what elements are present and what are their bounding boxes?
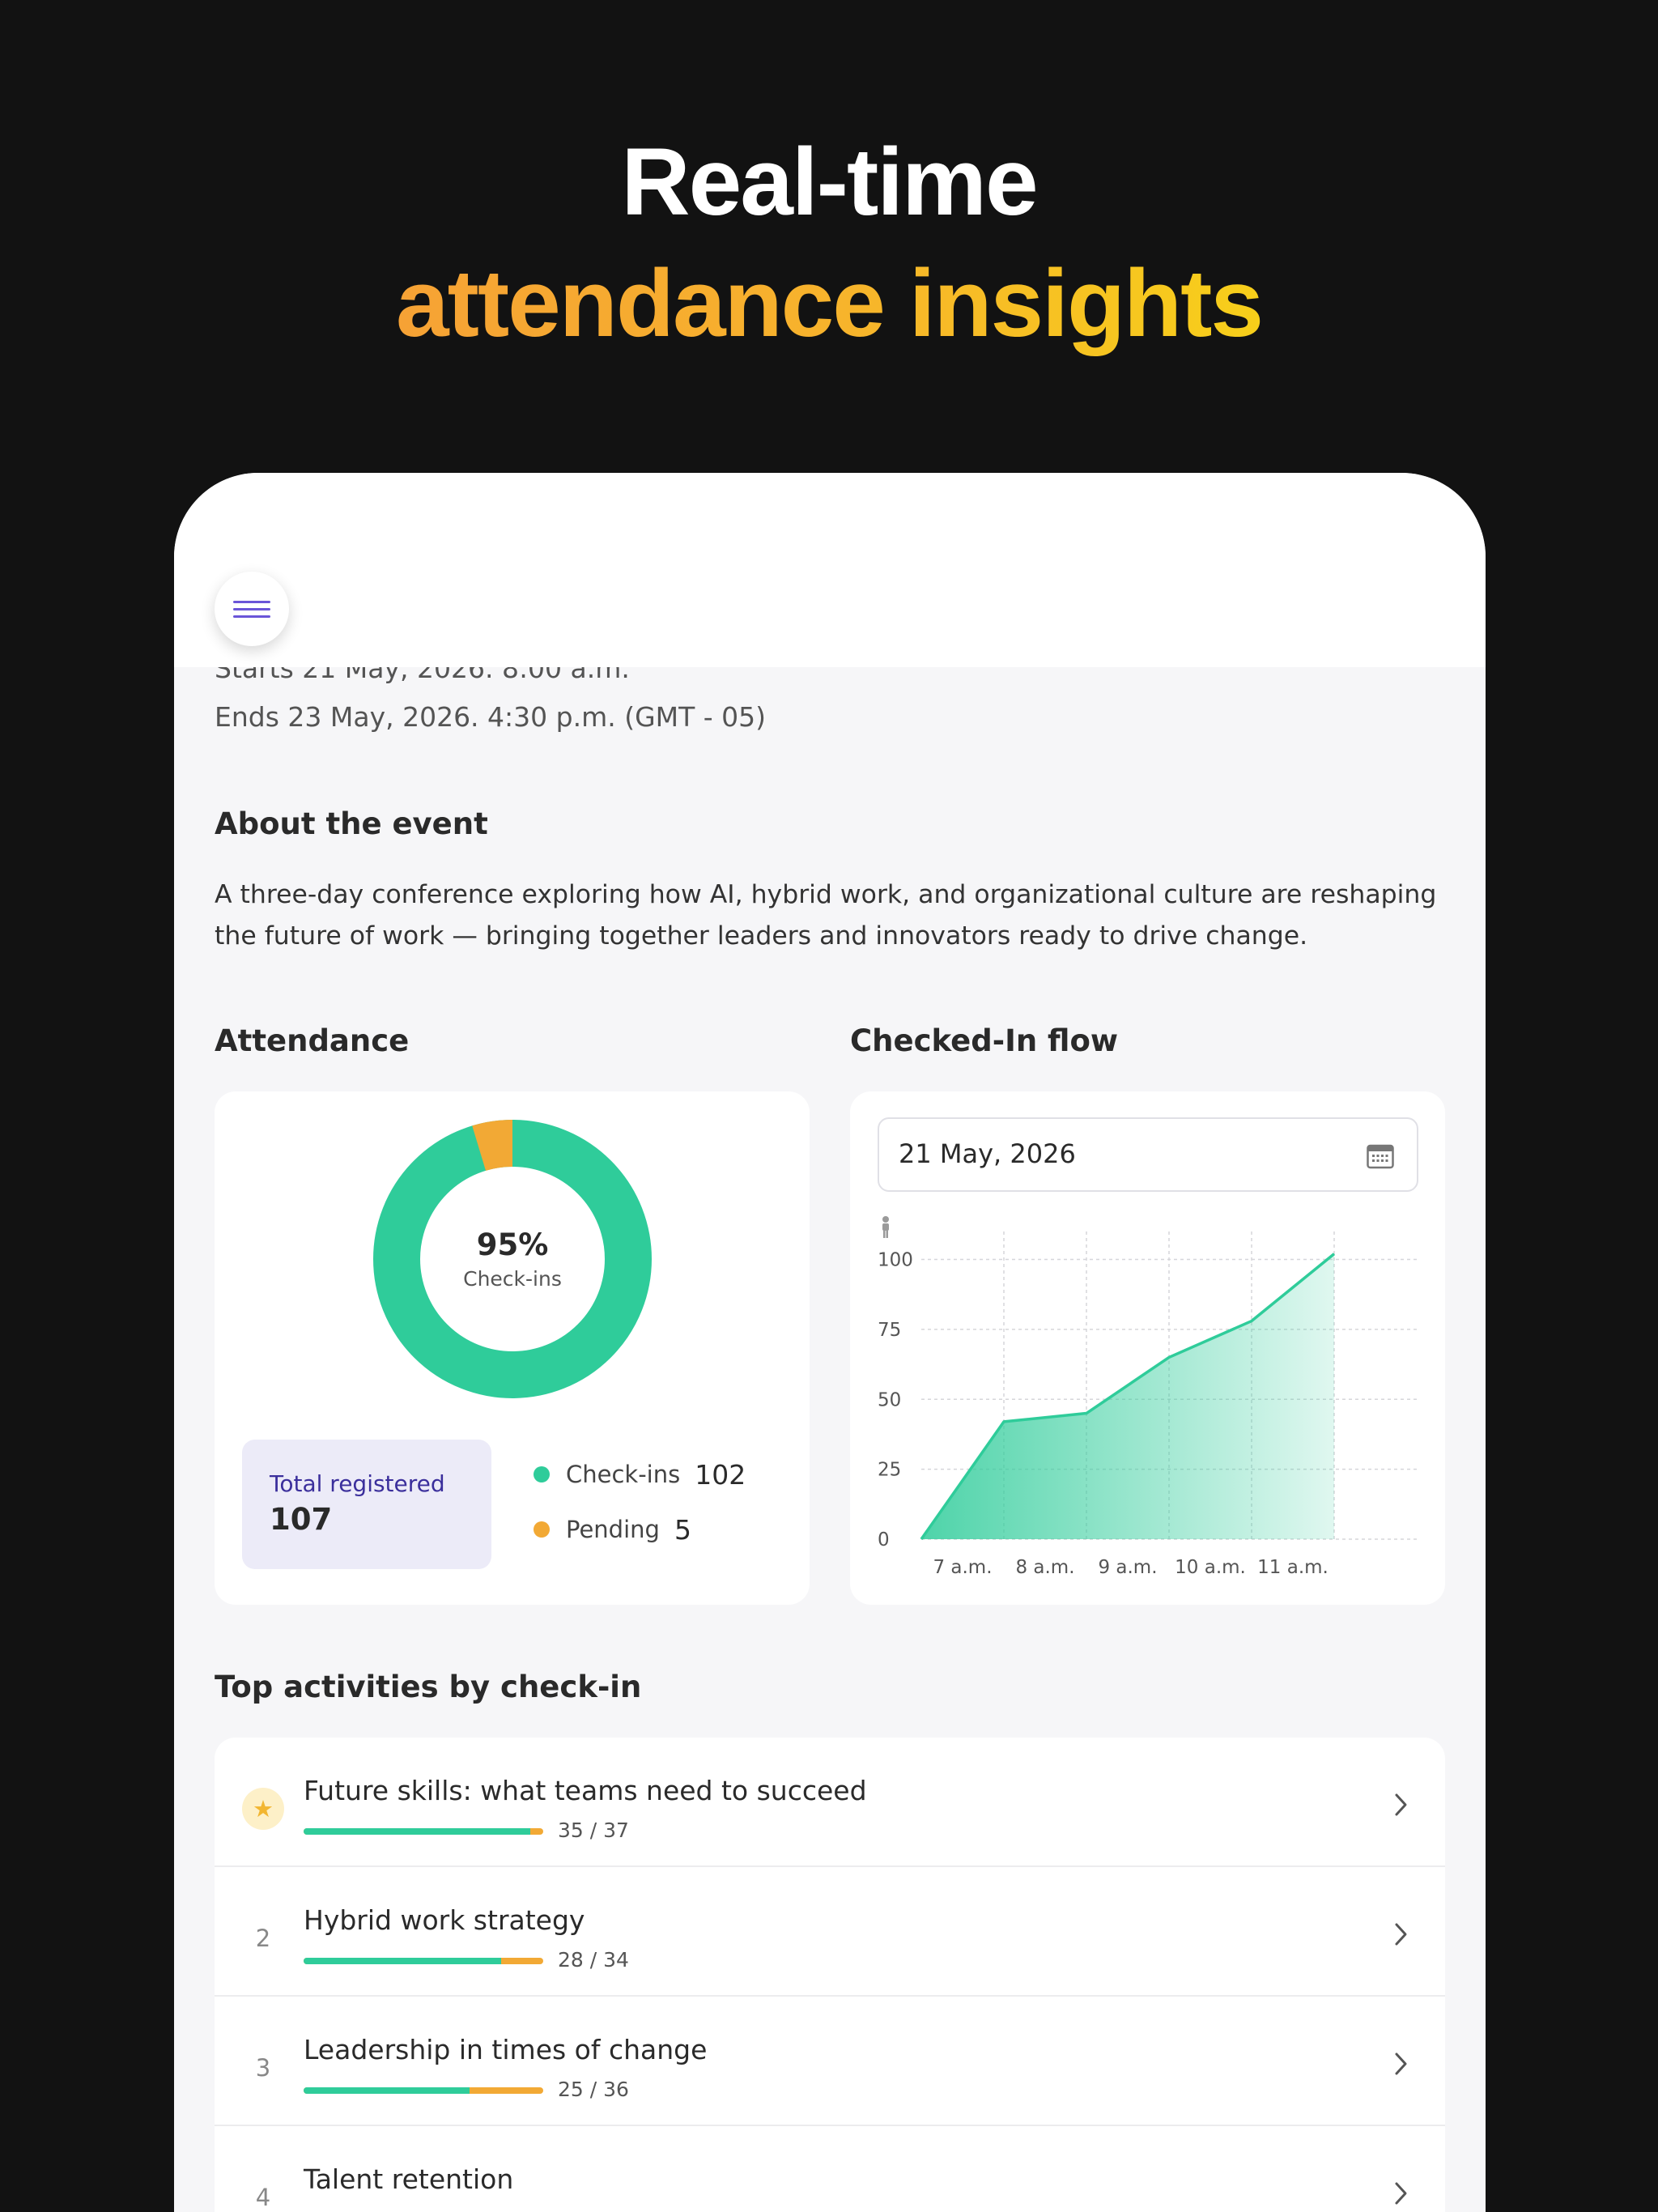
activity-row[interactable]: 2 Hybrid work strategy 28 / 34 (215, 1867, 1445, 1997)
menu-button[interactable] (215, 572, 289, 646)
activities-list: ★ Future skills: what teams need to succ… (215, 1738, 1445, 2212)
activity-progress-bar (304, 1828, 543, 1835)
chevron-right-icon[interactable] (1388, 1921, 1413, 1948)
hamburger-icon (233, 596, 270, 623)
activity-name: Leadership in times of change (304, 2034, 708, 2065)
activity-progress-bar (304, 2087, 543, 2094)
donut-pending-segment (373, 1120, 652, 1398)
top-activities-title: Top activities by check-in (215, 1670, 642, 1704)
event-end-date: Ends 23 May, 2026. 4:30 p.m. (GMT - 05) (215, 701, 767, 733)
device-screen: Starts 21 May, 2026. 8:00 a.m. Ends 23 M… (174, 473, 1486, 2212)
activity-row[interactable]: 3 Leadership in times of change 25 / 36 (215, 1997, 1445, 2126)
activity-count: 35 / 37 (558, 1819, 629, 1842)
x-tick-label: 9 a.m. (1098, 1557, 1157, 1577)
activity-row[interactable]: ★ Future skills: what teams need to succ… (215, 1738, 1445, 1867)
checked-in-flow-chart: 0 25 50 75 100 7 a.m. 8 a.m. 9 a.m. 10 a.m. 11 a.… (878, 1216, 1417, 1577)
chevron-right-icon[interactable] (1388, 2180, 1413, 2207)
activity-rank: 3 (255, 2054, 271, 2082)
checkins-dot-icon (534, 1466, 550, 1482)
x-tick-label: 11 a.m. (1257, 1557, 1329, 1577)
star-icon: ★ (242, 1788, 284, 1830)
attendance-title: Attendance (215, 1023, 410, 1058)
person-icon (882, 1216, 889, 1238)
y-tick-label: 25 (878, 1460, 901, 1481)
hero-line-2: attendance insights (396, 243, 1264, 364)
hero-line-1: Real-time (621, 129, 1038, 236)
total-registered-value: 107 (270, 1502, 333, 1537)
date-picker-field[interactable]: 21 May, 2026 (878, 1117, 1418, 1192)
activity-count: 28 / 34 (558, 1948, 629, 1972)
donut-checkins-segment (373, 1120, 652, 1398)
checked-in-flow-title: Checked-In flow (850, 1023, 1119, 1058)
chevron-right-icon[interactable] (1388, 1791, 1413, 1819)
checkin-percent: 95% (476, 1227, 549, 1262)
activity-progress-bar (304, 1958, 543, 1964)
legend-pending: Pending 5 (534, 1502, 746, 1557)
legend-pending-label: Pending (566, 1516, 660, 1543)
y-tick-label: 50 (878, 1389, 901, 1410)
pending-dot-icon (534, 1521, 550, 1538)
x-tick-label: 7 a.m. (933, 1557, 992, 1577)
chevron-right-icon[interactable] (1388, 2050, 1413, 2078)
legend-pending-value: 5 (674, 1513, 691, 1546)
about-title: About the event (215, 806, 488, 841)
hero-title: Real-time attendance insights (0, 121, 1658, 364)
checkin-percent-label: Check-ins (463, 1267, 562, 1291)
attendance-legend: Check-ins 102 Pending 5 (534, 1447, 746, 1557)
attendance-donut-chart (373, 1120, 652, 1398)
app-header (174, 473, 1486, 667)
activity-row[interactable]: 4 Talent retention (215, 2126, 1445, 2212)
x-tick-label: 10 a.m. (1175, 1557, 1246, 1577)
legend-checkins-value: 102 (695, 1458, 746, 1491)
checked-in-flow-card: 21 May, 2026 (850, 1091, 1445, 1605)
activity-rank: 4 (255, 2184, 271, 2211)
activity-progress-fill (304, 2087, 470, 2094)
total-registered-box: Total registered 107 (242, 1440, 491, 1569)
x-tick-label: 8 a.m. (1015, 1557, 1074, 1577)
total-registered-label: Total registered (270, 1470, 445, 1497)
y-tick-label: 0 (878, 1529, 890, 1551)
activity-progress-fill (304, 1958, 501, 1964)
about-description: A three-day conference exploring how AI,… (215, 880, 1437, 951)
attendance-card: 95% Check-ins Total registered 107 Check… (215, 1091, 810, 1605)
activity-count: 25 / 36 (558, 2078, 629, 2101)
series-line (920, 1253, 1336, 1541)
date-picker-value: 21 May, 2026 (899, 1138, 1076, 1169)
legend-checkins-label: Check-ins (566, 1461, 681, 1488)
activity-progress-fill (304, 1828, 531, 1835)
legend-checkins: Check-ins 102 (534, 1447, 746, 1502)
activity-rank: 2 (255, 1925, 271, 1952)
activity-name: Talent retention (304, 2163, 514, 2195)
y-tick-label: 100 (878, 1250, 913, 1271)
area-fill (921, 1253, 1334, 1539)
activity-name: Future skills: what teams need to succee… (304, 1775, 867, 1806)
y-tick-label: 75 (878, 1320, 901, 1341)
activity-name: Hybrid work strategy (304, 1904, 585, 1936)
calendar-icon[interactable] (1367, 1143, 1394, 1169)
